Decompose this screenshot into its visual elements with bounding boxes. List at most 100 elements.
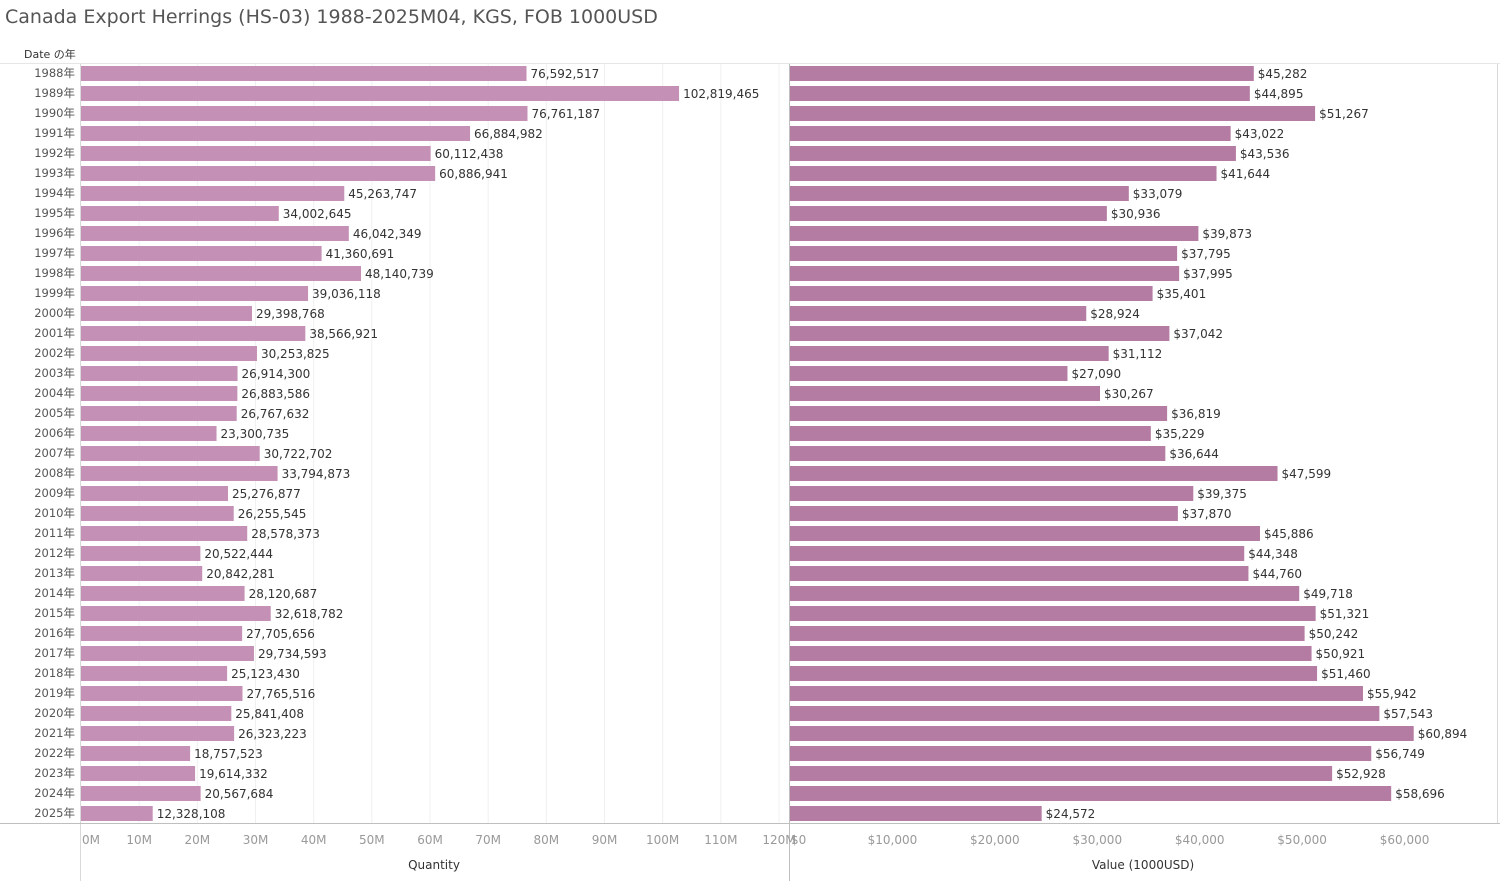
bar[interactable] — [790, 706, 1380, 721]
bar[interactable] — [81, 106, 528, 121]
bar[interactable] — [81, 786, 201, 801]
bar[interactable] — [790, 346, 1109, 361]
category-label: 1990年 — [34, 106, 75, 120]
data-label: $44,348 — [1248, 547, 1298, 561]
data-label: 28,578,373 — [251, 527, 320, 541]
bar[interactable] — [81, 666, 228, 681]
data-label: $39,873 — [1202, 227, 1252, 241]
category-label: 2009年 — [34, 486, 75, 500]
bar[interactable] — [81, 406, 237, 421]
bar[interactable] — [81, 426, 217, 441]
bar[interactable] — [790, 486, 1194, 501]
bar[interactable] — [790, 746, 1372, 761]
bar[interactable] — [81, 366, 238, 381]
bar[interactable] — [790, 426, 1151, 441]
data-label: $36,644 — [1169, 447, 1219, 461]
bar[interactable] — [790, 206, 1107, 221]
bar[interactable] — [790, 466, 1278, 481]
bar[interactable] — [790, 526, 1260, 541]
bar[interactable] — [790, 126, 1231, 141]
bar[interactable] — [81, 626, 243, 641]
x-tick-label: 90M — [592, 833, 618, 847]
data-label: $49,718 — [1303, 587, 1353, 601]
bar[interactable] — [790, 686, 1363, 701]
bar[interactable] — [790, 646, 1312, 661]
bar[interactable] — [790, 146, 1236, 161]
bar[interactable] — [81, 286, 309, 301]
bar[interactable] — [790, 546, 1245, 561]
bar[interactable] — [81, 326, 306, 341]
x-tick-label: $10,000 — [868, 833, 918, 847]
data-label: 60,112,438 — [435, 147, 504, 161]
bar[interactable] — [790, 586, 1300, 601]
bar[interactable] — [790, 326, 1170, 341]
bar[interactable] — [81, 546, 201, 561]
bar[interactable] — [81, 266, 362, 281]
x-tick-label: 40M — [301, 833, 327, 847]
bar[interactable] — [81, 726, 235, 741]
bar[interactable] — [81, 146, 431, 161]
bar[interactable] — [81, 246, 322, 261]
bar[interactable] — [790, 666, 1318, 681]
bar[interactable] — [81, 646, 254, 661]
bar[interactable] — [81, 526, 248, 541]
bar[interactable] — [81, 686, 243, 701]
bar[interactable] — [790, 726, 1414, 741]
data-label: $51,321 — [1320, 607, 1370, 621]
bar[interactable] — [81, 186, 345, 201]
bar[interactable] — [81, 86, 680, 101]
bar[interactable] — [81, 486, 229, 501]
bar[interactable] — [81, 586, 245, 601]
bar[interactable] — [790, 566, 1249, 581]
bar[interactable] — [790, 286, 1153, 301]
bar[interactable] — [790, 266, 1180, 281]
bar[interactable] — [81, 166, 436, 181]
bar[interactable] — [790, 306, 1087, 321]
bar[interactable] — [790, 106, 1316, 121]
data-label: 48,140,739 — [365, 267, 434, 281]
bar[interactable] — [81, 206, 279, 221]
bar[interactable] — [790, 786, 1392, 801]
bar[interactable] — [790, 166, 1217, 181]
bar[interactable] — [790, 186, 1129, 201]
bar[interactable] — [790, 406, 1168, 421]
bar[interactable] — [81, 506, 234, 521]
x-axis-title-quantity: Quantity — [408, 858, 460, 872]
bar[interactable] — [81, 606, 271, 621]
bar[interactable] — [790, 506, 1178, 521]
bar[interactable] — [790, 246, 1178, 261]
bar[interactable] — [81, 226, 349, 241]
bar[interactable] — [81, 766, 196, 781]
bar[interactable] — [81, 446, 260, 461]
bar[interactable] — [790, 366, 1068, 381]
bar[interactable] — [790, 226, 1199, 241]
category-label: 2006年 — [34, 426, 75, 440]
bar[interactable] — [81, 806, 153, 821]
bar[interactable] — [81, 566, 203, 581]
data-label: 30,722,702 — [264, 447, 333, 461]
data-label: $39,375 — [1197, 487, 1247, 501]
data-label: 29,398,768 — [256, 307, 325, 321]
bar[interactable] — [81, 126, 471, 141]
bar[interactable] — [790, 606, 1316, 621]
bar[interactable] — [790, 806, 1042, 821]
bar[interactable] — [81, 306, 253, 321]
bar[interactable] — [790, 66, 1254, 81]
category-label: 2010年 — [34, 506, 75, 520]
bars — [81, 66, 1414, 821]
bar[interactable] — [81, 466, 278, 481]
bar[interactable] — [790, 86, 1250, 101]
data-label: 26,883,586 — [241, 387, 310, 401]
bar[interactable] — [81, 346, 257, 361]
bar[interactable] — [790, 386, 1101, 401]
bar[interactable] — [790, 626, 1305, 641]
bar[interactable] — [81, 706, 232, 721]
bar[interactable] — [81, 66, 527, 81]
bar[interactable] — [81, 746, 191, 761]
data-label: $51,460 — [1321, 667, 1371, 681]
data-label: $35,229 — [1155, 427, 1205, 441]
bar[interactable] — [81, 386, 238, 401]
bar[interactable] — [790, 766, 1333, 781]
bar[interactable] — [790, 446, 1166, 461]
axis-ticks: 0M 10M 20M 30M 40M 50M 60M 70M 80M 90M 100M 110M 120… — [82, 833, 1429, 847]
